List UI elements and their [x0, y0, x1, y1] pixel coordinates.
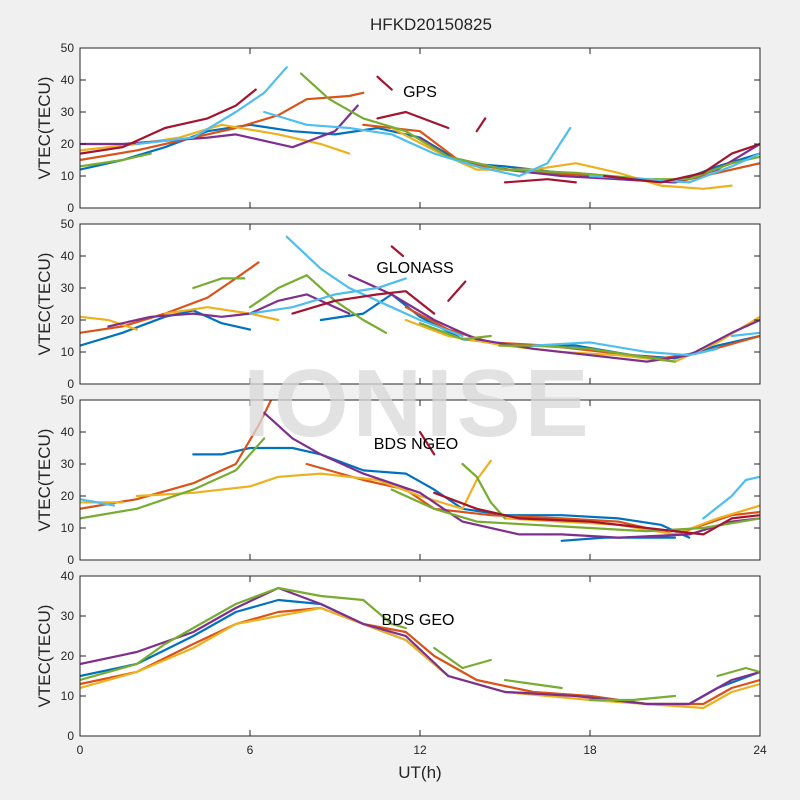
series-line-5 — [80, 586, 407, 682]
y-axis-label: VTEC(TECU) — [35, 77, 54, 180]
y-tick-label: 20 — [61, 649, 75, 663]
series-line-9 — [80, 437, 266, 520]
series-line-11 — [263, 110, 572, 178]
series-line-12 — [80, 498, 116, 507]
y-axis-label: VTEC(TECU) — [35, 253, 54, 356]
series-line-2 — [80, 91, 365, 162]
x-axis-label: UT(h) — [398, 763, 441, 782]
series-line-3 — [80, 606, 760, 710]
series-line-12 — [418, 322, 492, 341]
series-line-15 — [433, 491, 760, 536]
x-tick-label: 6 — [247, 743, 254, 757]
series-group — [80, 66, 760, 190]
y-tick-label: 0 — [67, 201, 74, 215]
series-line-10 — [192, 277, 246, 290]
y-tick-label: 40 — [61, 425, 75, 439]
series-line-3 — [80, 400, 273, 510]
watermark-text: IONISE — [243, 350, 592, 457]
panels-group: 0 10 20 30 40 50 VTEC(TECU) GPS 0 10 20 30 40 50 VTEC(… — [35, 41, 767, 757]
plot-area — [80, 400, 760, 560]
y-tick-label: 40 — [61, 249, 75, 263]
series-line-11 — [248, 274, 388, 334]
series-line-19 — [390, 245, 405, 258]
y-tick-label: 0 — [67, 553, 74, 567]
y-tick-label: 30 — [61, 609, 75, 623]
figure-title: HFKD20150825 — [370, 15, 492, 34]
series-line-8 — [107, 293, 351, 328]
y-axis-label: VTEC(TECU) — [35, 429, 54, 532]
series-line-15 — [285, 235, 464, 338]
y-tick-label: 10 — [61, 689, 75, 703]
y-tick-label: 10 — [61, 169, 75, 183]
y-tick-label: 30 — [61, 105, 75, 119]
series-line-6 — [433, 646, 492, 670]
series-group — [80, 400, 760, 542]
series-line-7 — [503, 678, 563, 690]
series-line-16 — [475, 117, 487, 133]
x-tick-label: 18 — [583, 743, 597, 757]
series-line-5 — [80, 315, 138, 331]
series-line-14 — [418, 430, 436, 456]
y-tick-label: 50 — [61, 217, 75, 231]
series-line-3 — [80, 261, 260, 334]
panel-2: 0 10 20 30 40 50 VTEC(TECU) GLONASS — [35, 217, 761, 391]
series-line-13 — [498, 344, 677, 363]
y-tick-label: 0 — [67, 729, 74, 743]
series-line-17 — [730, 331, 760, 338]
y-tick-label: 20 — [61, 137, 75, 151]
series-line-10 — [390, 488, 760, 533]
series-line-6 — [135, 459, 492, 510]
y-tick-label: 30 — [61, 457, 75, 471]
panel-label: GLONASS — [376, 260, 453, 277]
series-line-16 — [532, 341, 719, 357]
panel-3: 0 10 20 30 40 50 VTEC(TECU) BDS NGEO — [35, 393, 761, 567]
series-line-7 — [503, 504, 760, 536]
series-line-9 — [348, 274, 760, 363]
y-tick-label: 50 — [61, 393, 75, 407]
panel-4: 0 10 20 30 40 0 6 12 18 24 VTEC(TECU) BDS GEO — [35, 569, 767, 757]
y-tick-label: 20 — [61, 313, 75, 327]
series-line-15 — [376, 75, 393, 91]
x-tick-label: 24 — [753, 743, 767, 757]
y-tick-label: 50 — [61, 41, 75, 55]
series-line-6 — [163, 306, 280, 322]
panel-label: BDS GEO — [382, 612, 455, 629]
series-line-20 — [447, 280, 467, 302]
series-line-4 — [80, 586, 760, 706]
x-tick-label: 12 — [413, 743, 427, 757]
panel-label: BDS NGEO — [374, 436, 458, 453]
y-tick-label: 10 — [61, 345, 75, 359]
series-line-17 — [503, 178, 577, 184]
y-tick-label: 30 — [61, 281, 75, 295]
series-line-13 — [80, 88, 257, 155]
y-tick-label: 20 — [61, 489, 75, 503]
series-line-8 — [263, 411, 760, 539]
series-line-14 — [248, 277, 407, 315]
series-group — [80, 235, 760, 363]
series-line-18 — [291, 290, 436, 315]
y-tick-label: 40 — [61, 73, 75, 87]
series-line-8 — [588, 694, 677, 702]
panel-label: GPS — [403, 84, 437, 101]
x-tick-label: 0 — [77, 743, 84, 757]
plot-area — [80, 576, 760, 736]
series-line-8 — [80, 152, 152, 168]
series-line-10 — [135, 66, 288, 146]
series-group — [80, 586, 760, 710]
series-line-14 — [376, 110, 450, 130]
y-axis-label: VTEC(TECU) — [35, 605, 54, 708]
y-tick-label: 40 — [61, 569, 75, 583]
y-tick-label: 0 — [67, 377, 74, 391]
series-line-18 — [603, 142, 760, 184]
series-line-13 — [702, 475, 760, 520]
y-tick-label: 10 — [61, 521, 75, 535]
series-line-11 — [461, 462, 507, 520]
panel-1: 0 10 20 30 40 50 VTEC(TECU) GPS — [35, 41, 761, 215]
series-line-9 — [716, 666, 760, 678]
